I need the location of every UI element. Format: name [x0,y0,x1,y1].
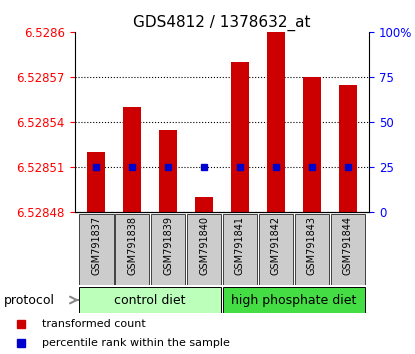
Text: GSM791838: GSM791838 [127,216,137,275]
Bar [295,214,329,285]
Text: GSM791837: GSM791837 [91,216,101,275]
Bar [79,287,221,313]
Bar [115,214,149,285]
Bar [223,287,365,313]
Text: GSM791844: GSM791844 [343,216,353,275]
Bar [231,62,249,212]
Bar [330,214,365,285]
Text: GSM791840: GSM791840 [199,216,209,275]
Bar [267,32,285,212]
Bar [195,198,213,212]
Bar [223,214,257,285]
Text: transformed count: transformed count [42,319,145,329]
Text: protocol: protocol [4,293,55,307]
Text: GSM791839: GSM791839 [163,216,173,275]
Bar [79,214,114,285]
Title: GDS4812 / 1378632_at: GDS4812 / 1378632_at [133,14,311,30]
Bar [303,77,321,212]
Bar [159,130,177,212]
Text: GSM791842: GSM791842 [271,216,281,275]
Text: GSM791841: GSM791841 [235,216,245,275]
Bar [339,85,357,212]
Bar [87,152,105,212]
Text: high phosphate diet: high phosphate diet [231,293,356,307]
Text: percentile rank within the sample: percentile rank within the sample [42,338,229,348]
Text: control diet: control diet [115,293,186,307]
Text: GSM791843: GSM791843 [307,216,317,275]
Bar [151,214,186,285]
Bar [123,107,141,212]
Bar [187,214,221,285]
Bar [259,214,293,285]
